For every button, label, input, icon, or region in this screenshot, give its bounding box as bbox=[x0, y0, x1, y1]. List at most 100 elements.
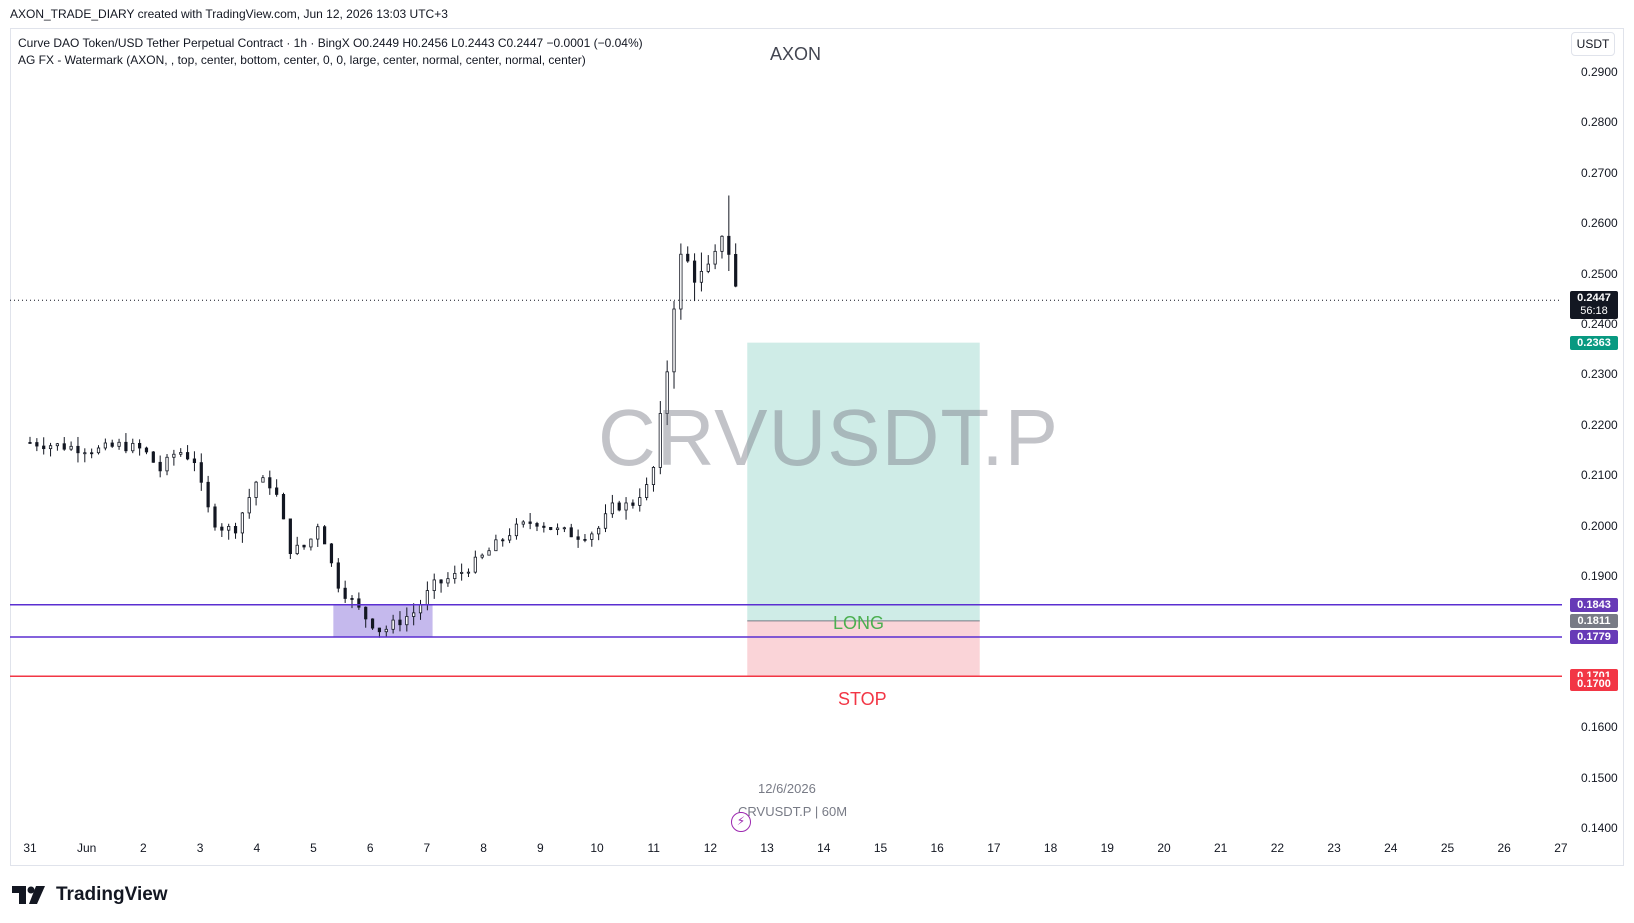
date-tick-label: 20 bbox=[1157, 841, 1171, 855]
candle-body bbox=[658, 413, 662, 468]
candle-body bbox=[35, 442, 39, 447]
target-price-tag: 0.2363 bbox=[1570, 335, 1618, 350]
chart-attribution: AXON_TRADE_DIARY created with TradingVie… bbox=[10, 7, 448, 21]
stop-label: STOP bbox=[838, 689, 887, 709]
tradingview-logo[interactable]: TradingView bbox=[12, 884, 168, 906]
candle-body bbox=[213, 506, 217, 528]
date-tick-label: 8 bbox=[480, 841, 487, 855]
candle-body bbox=[590, 533, 594, 540]
candle-body bbox=[316, 526, 320, 540]
candle-body bbox=[569, 527, 573, 538]
date-tick-label: 31 bbox=[23, 841, 37, 855]
candle-body bbox=[295, 544, 299, 555]
candle-body bbox=[507, 535, 512, 541]
candle-body bbox=[432, 579, 436, 591]
candle-body bbox=[692, 260, 697, 283]
watermark-date: 12/6/2026 bbox=[758, 781, 816, 796]
candle-body bbox=[103, 442, 107, 449]
price-tick-label: 0.1500 bbox=[1581, 770, 1618, 785]
candle-body bbox=[220, 526, 224, 531]
candle-body bbox=[377, 627, 382, 633]
candle-body bbox=[357, 598, 361, 608]
date-tick-label: Jun bbox=[77, 841, 97, 855]
candle-body bbox=[247, 497, 251, 514]
candle-body bbox=[686, 253, 690, 262]
currency-button[interactable]: USDT bbox=[1571, 32, 1615, 56]
date-tick-label: 16 bbox=[930, 841, 944, 855]
candle-body bbox=[62, 443, 66, 450]
candle-body bbox=[233, 525, 238, 534]
loss-zone bbox=[747, 620, 980, 677]
candle-body bbox=[603, 513, 608, 529]
candle-body bbox=[185, 452, 190, 460]
candle-body bbox=[165, 456, 169, 472]
last-price-tag: 0.2447 56:18 bbox=[1570, 291, 1618, 320]
long-position-label: LONG bbox=[833, 613, 885, 633]
date-tick-label: 27 bbox=[1554, 841, 1568, 855]
candle-body bbox=[514, 523, 519, 537]
indicator-legend-line[interactable]: AG FX - Watermark (AXON, , top, center, … bbox=[18, 53, 586, 67]
price-tick-label: 0.2000 bbox=[1581, 518, 1618, 533]
candle-body bbox=[336, 562, 340, 589]
candle-body bbox=[144, 447, 149, 453]
lower-line-price-tag: 0.1779 bbox=[1570, 629, 1618, 644]
candle-body bbox=[158, 461, 162, 472]
date-tick-label: 26 bbox=[1497, 841, 1511, 855]
candle-body bbox=[555, 527, 560, 530]
date-tick-label: 2 bbox=[140, 841, 147, 855]
candle-body bbox=[521, 521, 525, 525]
candle-body bbox=[679, 253, 683, 310]
profit-zone bbox=[747, 342, 980, 621]
candle-body bbox=[706, 263, 710, 272]
candle-body bbox=[138, 442, 142, 449]
candle-body bbox=[651, 466, 656, 485]
candle-body bbox=[597, 527, 601, 535]
lightning-icon[interactable]: ⚡ bbox=[731, 812, 751, 832]
price-tick-label: 0.2600 bbox=[1581, 216, 1618, 231]
chart-frame bbox=[10, 28, 1624, 866]
candle-body bbox=[672, 308, 676, 373]
symbol-legend[interactable]: Curve DAO Token/USD Tether Perpetual Con… bbox=[18, 35, 643, 69]
candle-body bbox=[665, 371, 669, 414]
candle-body bbox=[418, 604, 423, 614]
countdown-value: 56:18 bbox=[1580, 305, 1608, 318]
entry-price-tag: 0.1811 bbox=[1570, 613, 1618, 628]
candle-body bbox=[254, 481, 258, 498]
demand-zone-box bbox=[333, 604, 433, 637]
date-tick-label: 12 bbox=[703, 841, 718, 855]
candle-body bbox=[699, 271, 704, 283]
candle-body bbox=[275, 487, 279, 495]
candle-body bbox=[405, 616, 409, 626]
symbol-legend-line[interactable]: Curve DAO Token/USD Tether Perpetual Con… bbox=[18, 36, 643, 50]
date-tick-label: 3 bbox=[196, 841, 204, 855]
candle-body bbox=[48, 445, 53, 450]
tradingview-logo-icon bbox=[12, 886, 45, 904]
stop-price-tag: 0.1700 bbox=[1570, 677, 1618, 692]
candle-body bbox=[638, 497, 642, 506]
price-tick-label: 0.1900 bbox=[1581, 569, 1618, 583]
candle-body bbox=[96, 447, 101, 454]
price-tick-label: 0.2500 bbox=[1581, 266, 1618, 281]
date-tick-label: 9 bbox=[536, 841, 544, 855]
candle-body bbox=[494, 539, 498, 552]
last-price-value: 0.2447 bbox=[1577, 292, 1611, 305]
candle-body bbox=[151, 451, 155, 463]
watermark-symbol: CRVUSDT.P bbox=[598, 393, 1059, 482]
price-tick-label: 0.2100 bbox=[1581, 468, 1618, 483]
date-tick-label: 7 bbox=[423, 841, 431, 855]
price-tick-label: 0.2300 bbox=[1581, 367, 1618, 382]
date-tick-label: 4 bbox=[253, 841, 261, 855]
candle-body bbox=[631, 502, 635, 506]
candle-body bbox=[288, 518, 292, 555]
candle-body bbox=[350, 598, 354, 600]
candle-body bbox=[90, 452, 94, 455]
candle-body bbox=[76, 445, 80, 454]
candle-body bbox=[473, 556, 477, 573]
date-tick-label: 14 bbox=[817, 841, 831, 855]
candle-body bbox=[192, 458, 197, 464]
date-tick-label: 25 bbox=[1440, 841, 1455, 855]
candle-body bbox=[124, 441, 128, 452]
price-tick-label: 0.1400 bbox=[1581, 821, 1618, 835]
date-tick-label: 19 bbox=[1100, 841, 1114, 855]
